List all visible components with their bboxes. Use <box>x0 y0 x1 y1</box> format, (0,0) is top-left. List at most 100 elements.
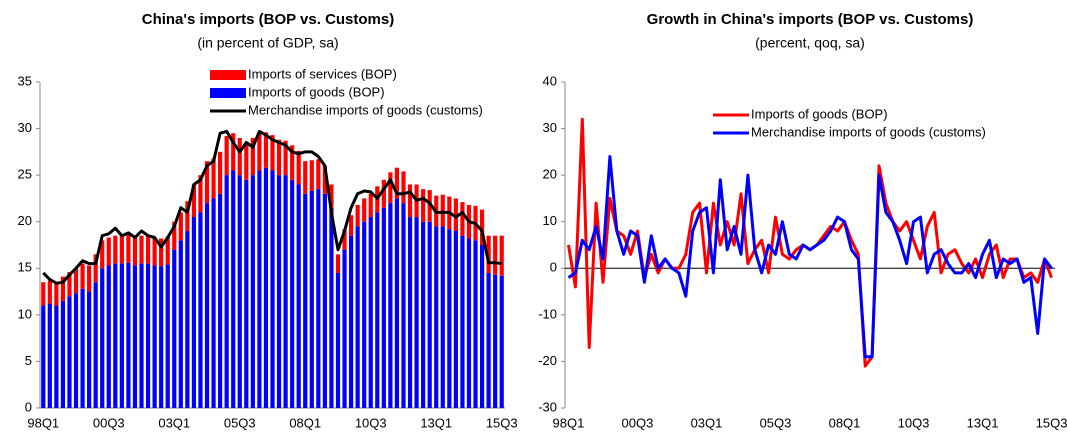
bar <box>47 280 52 304</box>
bar <box>257 133 262 171</box>
bar <box>80 263 85 289</box>
bar <box>440 194 445 227</box>
bar <box>283 140 288 176</box>
bar <box>224 175 229 408</box>
y-tick-label: 25 <box>18 167 32 182</box>
bar <box>493 235 498 275</box>
bar <box>145 235 151 264</box>
bar <box>106 237 111 266</box>
y-tick-label: 30 <box>543 120 557 135</box>
bar <box>132 237 138 266</box>
bar <box>316 189 321 408</box>
bar <box>152 237 157 266</box>
bar <box>453 198 458 232</box>
bar <box>270 170 275 408</box>
bar <box>460 202 465 236</box>
bar <box>224 136 229 176</box>
line-series <box>42 129 502 285</box>
x-tick-label: 08Q1 <box>829 415 861 430</box>
bar <box>204 161 210 204</box>
bar <box>73 293 79 408</box>
x-tick-label: 05Q3 <box>760 415 792 430</box>
bar <box>276 175 282 408</box>
bar <box>493 274 498 408</box>
bar <box>204 203 210 408</box>
bar <box>87 265 92 292</box>
bar <box>165 236 170 265</box>
bar <box>198 175 203 213</box>
bar <box>113 235 118 264</box>
bar <box>348 235 354 408</box>
bar <box>388 172 393 204</box>
y-tick-label: 40 <box>543 73 557 88</box>
bar <box>499 235 504 276</box>
bar <box>126 234 131 263</box>
bar <box>381 179 386 208</box>
bar <box>263 167 269 408</box>
bar <box>126 262 131 408</box>
bar <box>119 263 124 408</box>
bar <box>335 254 341 273</box>
bar <box>257 170 262 408</box>
bar <box>290 179 295 408</box>
bar <box>290 145 295 180</box>
bar <box>375 212 380 408</box>
bar <box>434 226 439 408</box>
bar <box>106 265 111 408</box>
bar <box>355 226 360 408</box>
bar <box>394 198 400 408</box>
bar <box>185 231 190 408</box>
bar <box>80 288 85 408</box>
bar <box>191 184 197 218</box>
bar <box>237 175 242 408</box>
bar <box>139 235 144 264</box>
bar <box>178 240 183 408</box>
bar <box>211 198 216 408</box>
y-tick-label: 0 <box>550 260 557 275</box>
bar <box>499 275 504 408</box>
bar <box>303 161 308 194</box>
legend-label: Merchandise imports of goods (customs) <box>751 124 986 139</box>
bar <box>231 170 236 408</box>
x-tick-label: 00Q3 <box>93 415 125 430</box>
x-tick-label: 15Q3 <box>486 415 518 430</box>
bar <box>362 221 367 408</box>
y-tick-label: 15 <box>18 260 32 275</box>
bar <box>355 204 360 227</box>
bar <box>165 264 170 408</box>
x-tick-label: 13Q1 <box>967 415 999 430</box>
legend-swatch <box>210 70 246 80</box>
line-series <box>567 117 1053 368</box>
bar <box>152 265 157 408</box>
bar <box>218 193 223 408</box>
bar <box>67 296 72 408</box>
bar <box>67 272 72 297</box>
y-tick-label: -20 <box>538 353 557 368</box>
bar <box>368 193 373 218</box>
y-tick-label: 5 <box>25 353 32 368</box>
bar <box>47 303 52 408</box>
bar <box>401 203 406 408</box>
bar <box>41 305 46 408</box>
bar <box>329 207 334 408</box>
bar <box>394 167 400 199</box>
bar <box>309 190 314 408</box>
y-tick-label: -10 <box>538 306 557 321</box>
x-tick-label: 08Q1 <box>289 415 321 430</box>
bar <box>244 179 249 408</box>
bar <box>486 235 491 273</box>
chart-subtitle: (in percent of GDP, sa) <box>197 35 338 51</box>
bar <box>211 158 216 199</box>
chart-title: China's imports (BOP vs. Customs) <box>142 11 395 28</box>
legend-label: Imports of services (BOP) <box>248 66 397 81</box>
bar <box>447 229 452 408</box>
bar <box>309 160 314 191</box>
bar <box>159 266 164 408</box>
bar <box>460 235 465 408</box>
bar <box>100 240 105 269</box>
bar <box>119 235 124 264</box>
bar <box>263 132 269 168</box>
y-tick-label: 20 <box>18 213 32 228</box>
bar <box>479 245 485 408</box>
